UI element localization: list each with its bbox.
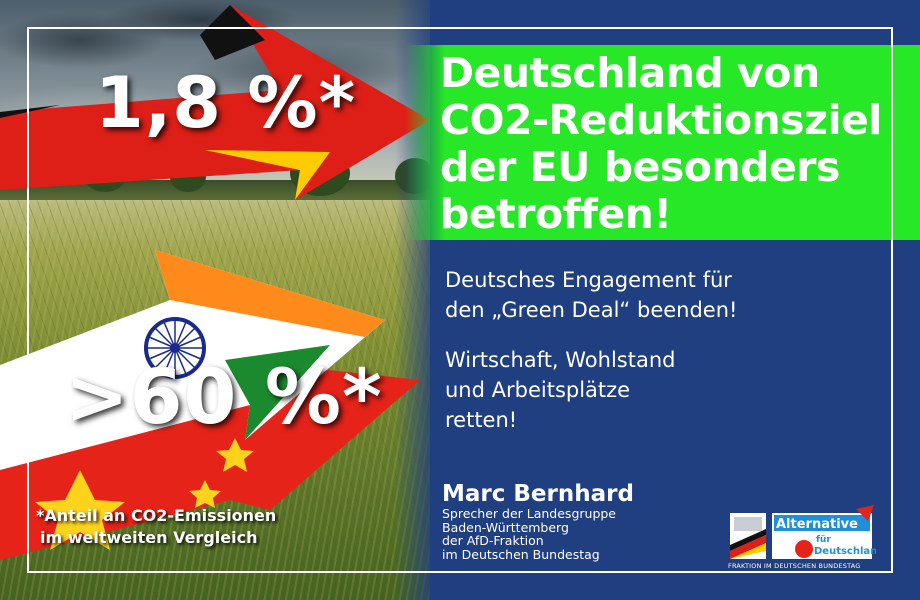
footnote: *Anteil an CO2-Emissionen im weltweiten … bbox=[36, 505, 276, 549]
logo-word-alternative: Alternative bbox=[776, 517, 858, 532]
china-star bbox=[189, 480, 221, 508]
demand-economy: Wirtschaft, Wohlstand und Arbeitsplätze … bbox=[445, 345, 676, 435]
germany-percentage: 1,8 %* bbox=[95, 62, 357, 144]
author-role-line: Baden-Württemberg bbox=[442, 519, 569, 535]
china-star bbox=[216, 438, 254, 472]
world-percentage: >60 %* bbox=[65, 352, 383, 441]
subtext-line: und Arbeitsplätze bbox=[445, 378, 631, 402]
subtext-line: retten! bbox=[445, 408, 518, 432]
footnote-line: im weltweiten Vergleich bbox=[40, 528, 258, 547]
headline-line: betroffen! bbox=[440, 190, 672, 238]
logo-word-deutschland: Deutschland bbox=[814, 546, 876, 557]
headline-line: CO2-Reduktionsziel bbox=[440, 96, 882, 144]
author-role-line: Sprecher der Landesgruppe bbox=[442, 506, 616, 521]
headline-banner bbox=[405, 45, 920, 240]
author-role-line: der AfD-Fraktion bbox=[442, 533, 544, 548]
subtext-line: Wirtschaft, Wohlstand bbox=[445, 348, 676, 372]
demand-green-deal: Deutsches Engagement für den „Green Deal… bbox=[445, 265, 737, 325]
logo-arrow-icon bbox=[856, 505, 874, 521]
headline: Deutschland von CO2-Reduktionsziel der E… bbox=[440, 50, 910, 238]
india-arrow bbox=[0, 250, 385, 470]
footnote-line: *Anteil an CO2-Emissionen bbox=[36, 506, 277, 525]
author-role: Sprecher der Landesgruppe Baden-Württemb… bbox=[442, 507, 616, 561]
headline-line: der EU besonders bbox=[440, 143, 840, 191]
subtext-line: den „Green Deal“ beenden! bbox=[445, 298, 738, 322]
headline-line: Deutschland von bbox=[440, 49, 820, 97]
logo-word-fuer: für bbox=[816, 535, 831, 545]
china-arrow bbox=[0, 355, 420, 560]
reichstag-flag-icon bbox=[730, 513, 766, 559]
subtext-line: Deutsches Engagement für bbox=[445, 268, 732, 292]
logo-caption: FRAKTION IM DEUTSCHEN BUNDESTAG bbox=[728, 562, 861, 570]
china-big-star bbox=[35, 470, 125, 550]
afd-fraktion-logo: Alternative für Deutschland bbox=[730, 505, 876, 559]
white-frame bbox=[27, 27, 893, 573]
author-name: Marc Bernhard bbox=[442, 481, 634, 507]
author-role-line: im Deutschen Bundestag bbox=[442, 546, 600, 562]
germany-arrow bbox=[0, 5, 430, 200]
